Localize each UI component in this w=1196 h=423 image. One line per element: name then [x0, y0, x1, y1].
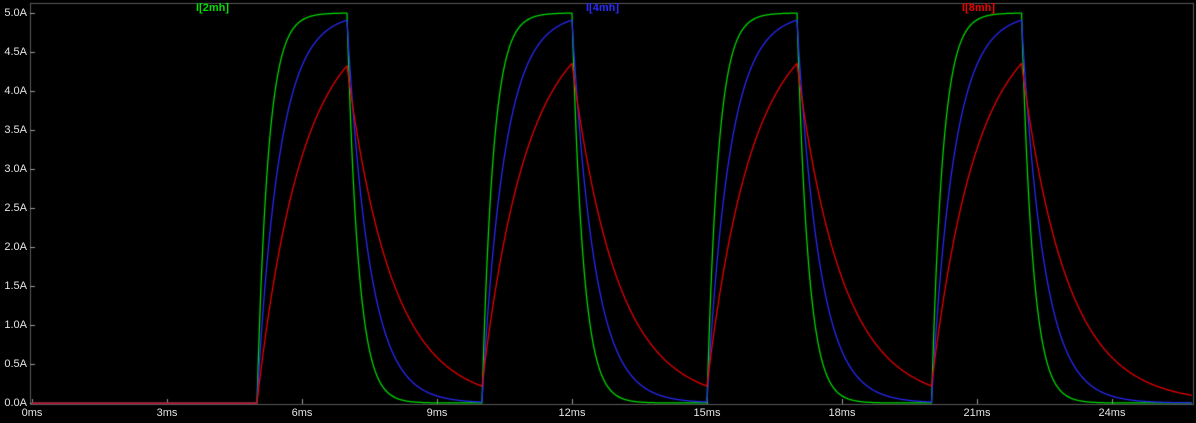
trace-label-2mh[interactable]: I[2mh]	[196, 2, 229, 14]
y-tick-label: 5.0A	[4, 7, 27, 19]
y-tick-label: 0.5A	[4, 358, 27, 370]
x-tick-label: 0ms	[21, 407, 43, 419]
x-tick-label: 18ms	[828, 407, 856, 419]
x-tick-label: 12ms	[558, 407, 586, 419]
x-tick-label: 21ms	[963, 407, 991, 419]
y-tick-label: 0.0A	[4, 397, 27, 409]
trace-label-8mh[interactable]: I[8mh]	[962, 2, 995, 14]
trace-label-4mh[interactable]: I[4mh]	[586, 2, 619, 14]
y-tick-label: 4.0A	[4, 85, 27, 97]
y-tick-label: 1.5A	[4, 280, 27, 292]
x-tick-label: 24ms	[1098, 407, 1126, 419]
y-tick-label: 1.0A	[4, 319, 27, 331]
y-tick-label: 3.5A	[4, 124, 27, 136]
y-tick-label: 2.5A	[4, 202, 27, 214]
x-tick-label: 6ms	[291, 407, 313, 419]
x-tick-label: 9ms	[426, 407, 448, 419]
x-tick-label: 15ms	[693, 407, 721, 419]
y-tick-label: 2.0A	[4, 241, 27, 253]
y-tick-label: 4.5A	[4, 46, 27, 58]
y-tick-label: 3.0A	[4, 163, 27, 175]
x-tick-label: 3ms	[156, 407, 178, 419]
